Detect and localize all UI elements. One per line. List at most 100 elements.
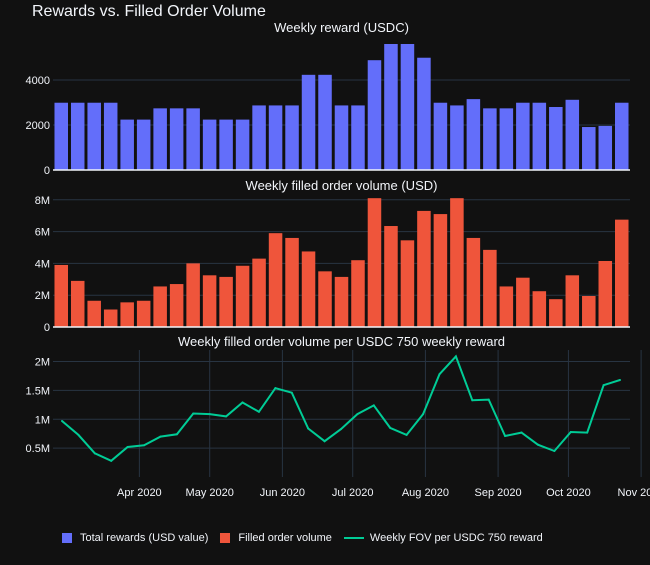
line-point[interactable] bbox=[504, 435, 507, 438]
line-point[interactable] bbox=[340, 428, 342, 431]
line-point[interactable] bbox=[356, 413, 359, 416]
bar[interactable] bbox=[614, 219, 629, 327]
legend-item-fov[interactable]: Weekly FOV per USDC 750 reward bbox=[343, 532, 543, 544]
bar[interactable] bbox=[54, 264, 69, 327]
bar[interactable] bbox=[450, 105, 464, 170]
bar[interactable] bbox=[565, 275, 580, 327]
bar[interactable] bbox=[153, 286, 167, 327]
bar[interactable] bbox=[235, 119, 250, 170]
bar[interactable] bbox=[169, 108, 184, 170]
line-point[interactable] bbox=[389, 426, 392, 429]
line-point[interactable] bbox=[471, 399, 474, 402]
bar[interactable] bbox=[516, 102, 530, 170]
line-point[interactable] bbox=[93, 452, 96, 455]
bar[interactable] bbox=[614, 102, 629, 170]
bar[interactable] bbox=[334, 105, 349, 170]
bar[interactable] bbox=[384, 44, 398, 170]
line-point[interactable] bbox=[225, 415, 228, 418]
line-point[interactable] bbox=[274, 387, 277, 390]
line-point[interactable] bbox=[257, 410, 260, 413]
bar[interactable] bbox=[516, 277, 530, 327]
line-point[interactable] bbox=[454, 355, 457, 358]
line-point[interactable] bbox=[569, 430, 572, 433]
bar[interactable] bbox=[252, 258, 266, 327]
bar[interactable] bbox=[87, 102, 101, 170]
line-point[interactable] bbox=[159, 435, 162, 438]
bar[interactable] bbox=[549, 299, 563, 327]
bar[interactable] bbox=[433, 214, 448, 327]
line-point[interactable] bbox=[372, 404, 375, 407]
bar[interactable] bbox=[582, 127, 596, 170]
bar[interactable] bbox=[136, 119, 151, 170]
bar[interactable] bbox=[499, 286, 514, 327]
bar[interactable] bbox=[565, 99, 580, 170]
bar[interactable] bbox=[252, 105, 266, 170]
bar[interactable] bbox=[417, 57, 431, 170]
line-point[interactable] bbox=[208, 413, 211, 416]
line-point[interactable] bbox=[619, 379, 621, 382]
bar[interactable] bbox=[301, 251, 316, 327]
line-point[interactable] bbox=[126, 445, 129, 448]
line-point[interactable] bbox=[241, 401, 244, 404]
bar[interactable] bbox=[598, 261, 613, 327]
bar[interactable] bbox=[120, 119, 134, 170]
bar[interactable] bbox=[70, 280, 85, 327]
legend-item-rewards[interactable]: Total rewards (USD value) bbox=[62, 532, 208, 544]
line-point[interactable] bbox=[602, 384, 605, 387]
line-point[interactable] bbox=[438, 373, 441, 376]
line-point[interactable] bbox=[536, 443, 539, 446]
line-point[interactable] bbox=[77, 433, 80, 436]
line-point[interactable] bbox=[323, 440, 326, 443]
bar[interactable] bbox=[367, 60, 382, 171]
bar[interactable] bbox=[202, 275, 217, 327]
bar[interactable] bbox=[417, 210, 431, 327]
bar[interactable] bbox=[351, 105, 365, 170]
bar[interactable] bbox=[532, 291, 547, 327]
bar[interactable] bbox=[169, 284, 184, 327]
bar[interactable] bbox=[483, 108, 497, 170]
bar[interactable] bbox=[549, 107, 563, 170]
line-point[interactable] bbox=[405, 433, 408, 436]
line-point[interactable] bbox=[586, 431, 589, 434]
bar[interactable] bbox=[136, 300, 151, 327]
bar[interactable] bbox=[499, 108, 514, 170]
bar[interactable] bbox=[186, 108, 200, 170]
bar[interactable] bbox=[466, 99, 481, 170]
bar[interactable] bbox=[87, 300, 101, 327]
fov-series-line[interactable] bbox=[61, 354, 621, 462]
bar[interactable] bbox=[268, 233, 283, 327]
bar[interactable] bbox=[153, 108, 167, 170]
bar[interactable] bbox=[186, 263, 200, 327]
line-point[interactable] bbox=[487, 398, 490, 401]
bar[interactable] bbox=[103, 102, 118, 170]
bar[interactable] bbox=[598, 125, 613, 170]
bar[interactable] bbox=[103, 309, 118, 327]
bar[interactable] bbox=[384, 226, 398, 327]
bar[interactable] bbox=[285, 237, 299, 327]
line-point[interactable] bbox=[290, 391, 293, 394]
bar[interactable] bbox=[582, 295, 596, 327]
bar[interactable] bbox=[400, 44, 415, 170]
bar[interactable] bbox=[301, 74, 316, 170]
line-point[interactable] bbox=[143, 444, 146, 447]
line-point[interactable] bbox=[61, 420, 63, 423]
bar[interactable] bbox=[466, 237, 481, 327]
line-point[interactable] bbox=[175, 433, 178, 436]
bar[interactable] bbox=[120, 302, 134, 327]
bar[interactable] bbox=[532, 102, 547, 170]
bar[interactable] bbox=[268, 105, 283, 170]
line-point[interactable] bbox=[192, 412, 195, 415]
line-point[interactable] bbox=[520, 431, 523, 434]
bar[interactable] bbox=[400, 240, 415, 327]
bar[interactable] bbox=[367, 198, 382, 327]
bar[interactable] bbox=[483, 249, 497, 327]
bar[interactable] bbox=[235, 265, 250, 327]
bar[interactable] bbox=[54, 102, 69, 170]
line-point[interactable] bbox=[307, 427, 310, 430]
bar[interactable] bbox=[351, 260, 365, 327]
bar[interactable] bbox=[219, 276, 233, 327]
bar[interactable] bbox=[70, 102, 85, 170]
bar[interactable] bbox=[318, 271, 332, 327]
line-point[interactable] bbox=[422, 413, 425, 416]
bar[interactable] bbox=[219, 119, 233, 170]
